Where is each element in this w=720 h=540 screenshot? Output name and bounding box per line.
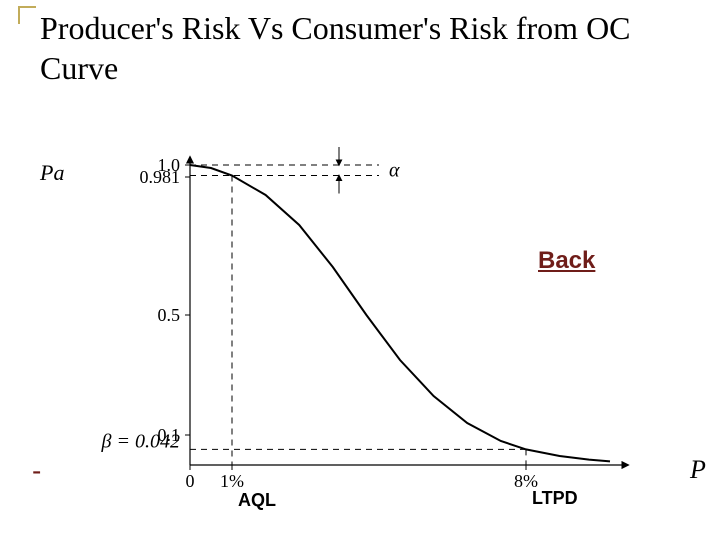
title-corner-accent <box>18 6 36 24</box>
back-link[interactable]: Back <box>538 247 595 275</box>
aql-label: AQL <box>238 490 276 511</box>
x-axis-label: P <box>690 455 706 485</box>
slide-title: Producer's Risk Vs Consumer's Risk from … <box>18 6 702 88</box>
svg-text:0.981: 0.981 <box>140 167 181 187</box>
svg-text:α: α <box>389 159 400 181</box>
slide: Producer's Risk Vs Consumer's Risk from … <box>0 0 720 540</box>
chart-svg: 1.00.9810.50.101%8%αβ = 0.042 <box>30 135 710 515</box>
svg-text:β = 0.042: β = 0.042 <box>101 430 180 452</box>
svg-text:1%: 1% <box>220 471 244 491</box>
y-axis-label: Pa <box>40 160 64 186</box>
ltpd-label: LTPD <box>532 488 578 509</box>
footer-dash: - <box>32 455 41 487</box>
title-box: Producer's Risk Vs Consumer's Risk from … <box>18 6 702 88</box>
svg-text:0: 0 <box>186 471 195 491</box>
oc-curve-chart: 1.00.9810.50.101%8%αβ = 0.042 <box>30 135 710 515</box>
svg-text:0.5: 0.5 <box>158 305 181 325</box>
